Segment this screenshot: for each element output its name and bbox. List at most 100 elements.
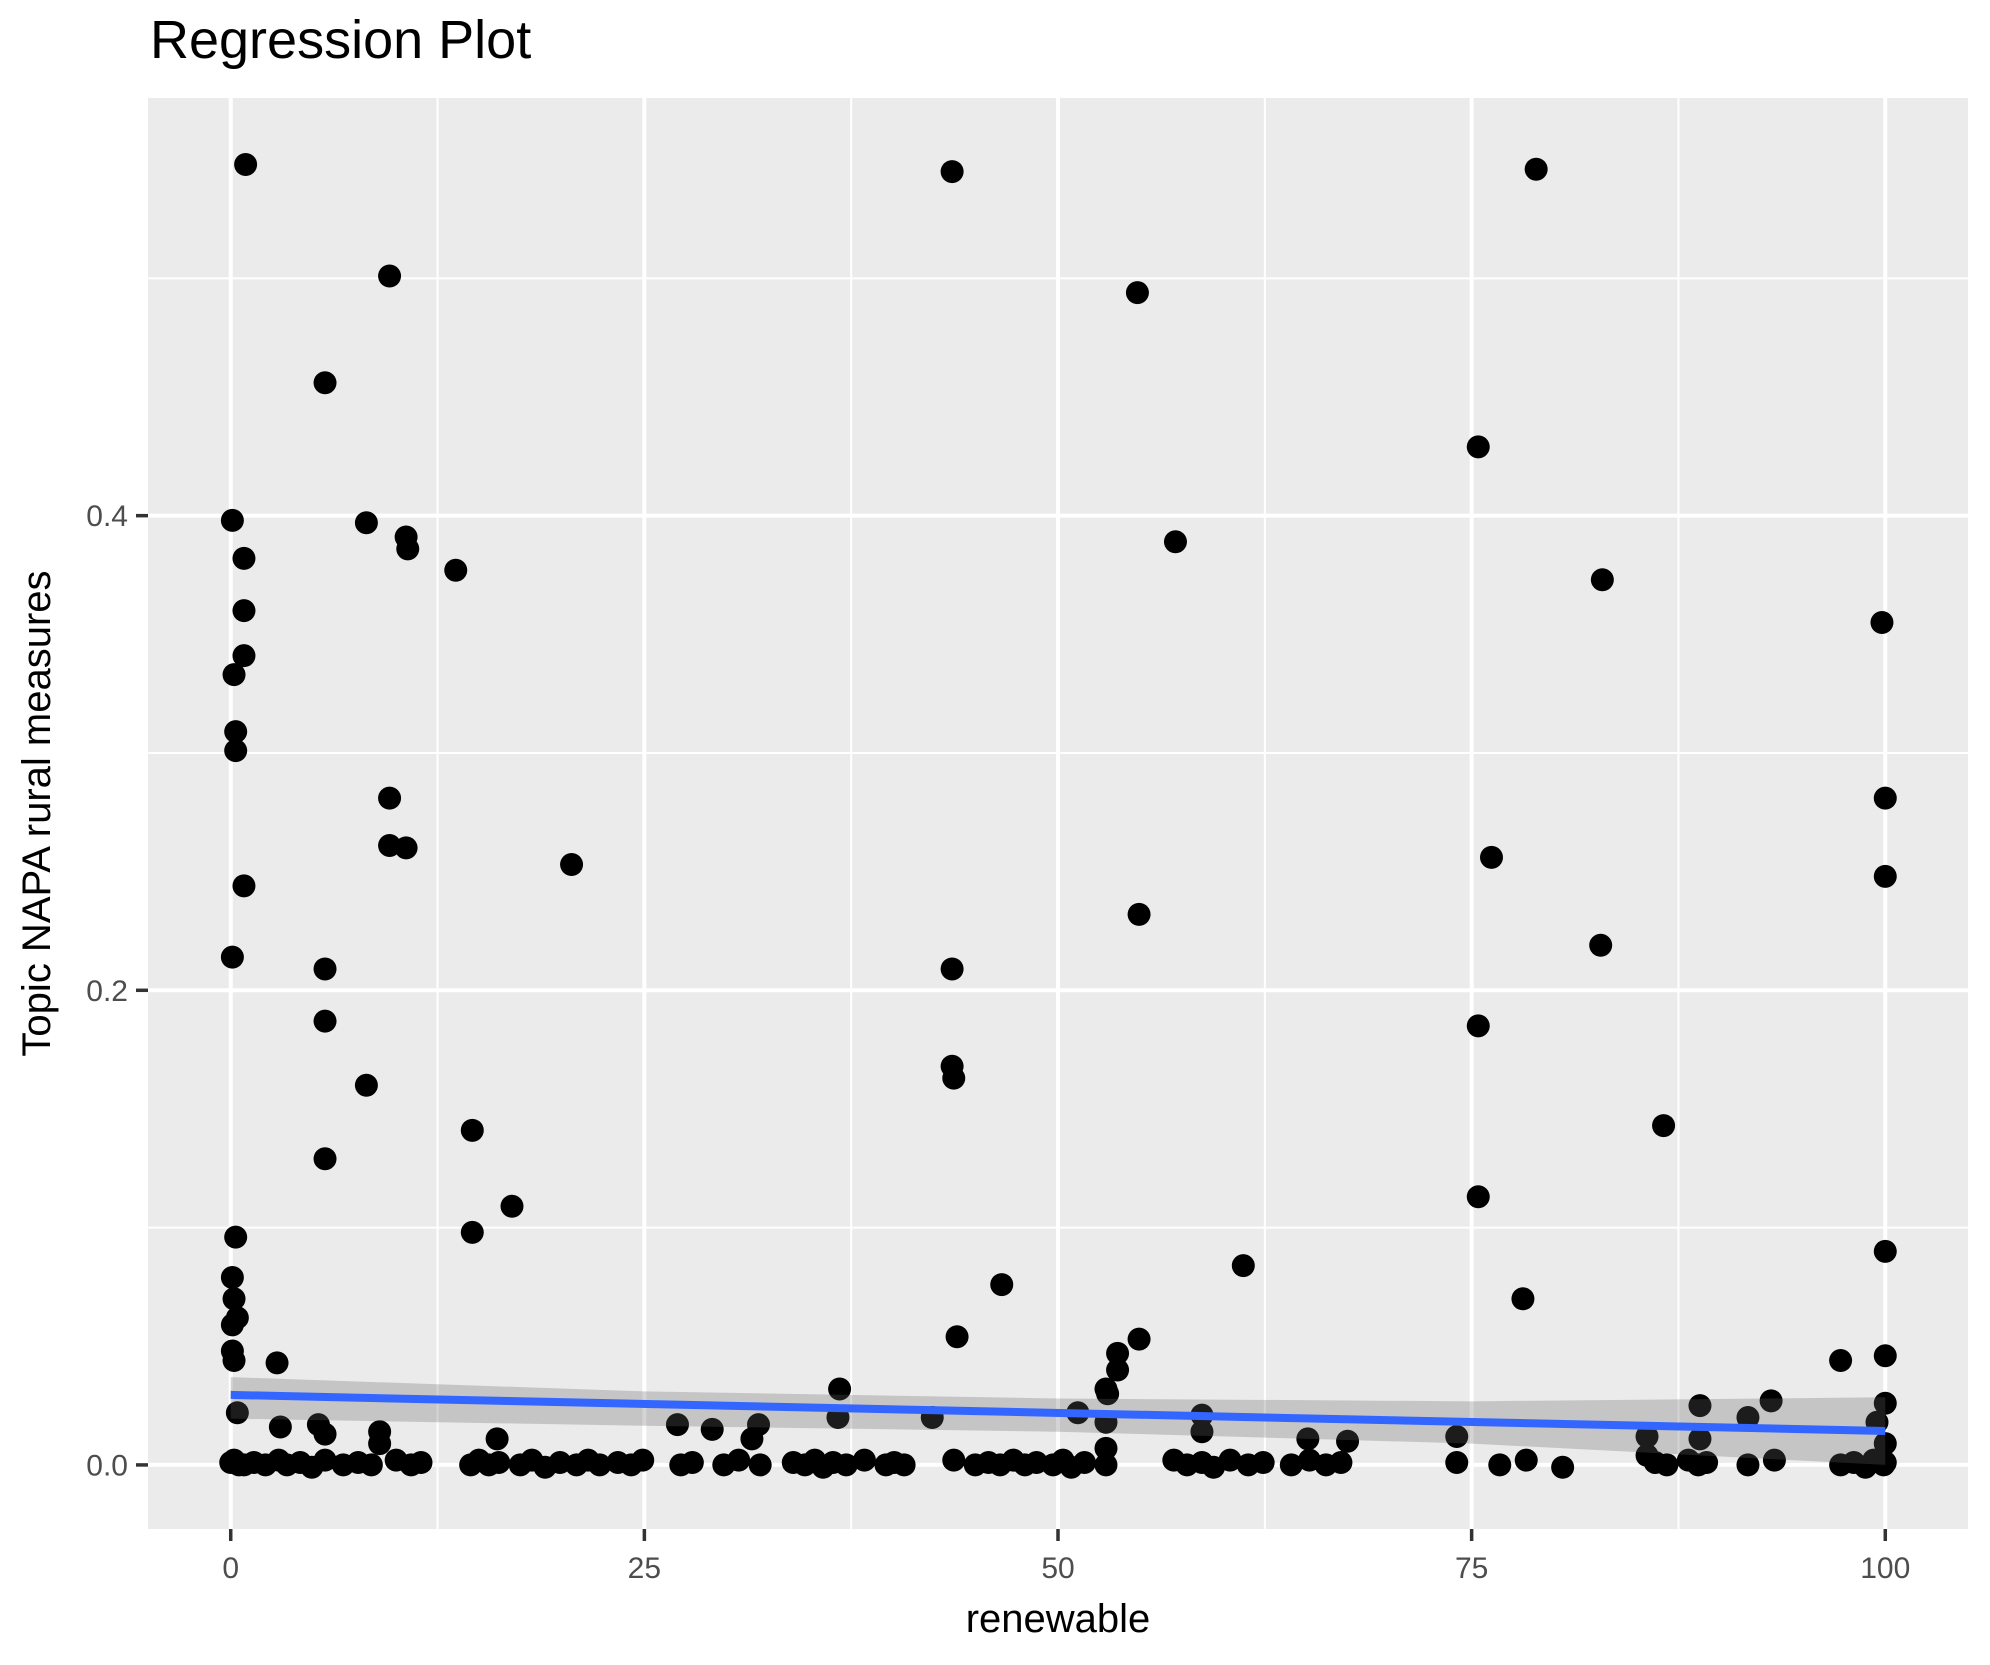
- regression-line: [230, 1390, 1886, 1435]
- scatter-point: [485, 1427, 509, 1451]
- scatter-point: [313, 957, 337, 981]
- scatter-point: [1590, 568, 1614, 592]
- scatter-point: [368, 1432, 392, 1456]
- scatter-point: [232, 644, 256, 668]
- scatter-point: [1336, 1429, 1360, 1453]
- scatter-point: [313, 1009, 337, 1033]
- scatter-point: [940, 160, 964, 184]
- scatter-point: [378, 264, 402, 288]
- scatter-point: [631, 1448, 655, 1472]
- scatter-point: [990, 1273, 1014, 1297]
- scatter-point: [828, 1377, 852, 1401]
- scatter-point: [727, 1448, 751, 1472]
- scatter-point: [1873, 786, 1897, 810]
- scatter-point: [1655, 1453, 1679, 1477]
- x-tick-label: 50: [1041, 1552, 1074, 1585]
- scatter-point: [220, 1313, 244, 1337]
- scatter-point: [1488, 1453, 1512, 1477]
- scatter-point: [1873, 1451, 1897, 1475]
- scatter-point: [1163, 530, 1187, 554]
- scatter-point: [1688, 1427, 1712, 1451]
- scatter-point: [665, 1413, 689, 1437]
- scatter-point: [1106, 1358, 1130, 1382]
- scatter-point: [1688, 1394, 1712, 1418]
- scatter-point: [354, 511, 378, 535]
- scatter-point: [396, 537, 420, 561]
- scatter-point: [942, 1448, 966, 1472]
- scatter-point: [1873, 1344, 1897, 1368]
- scatter-point: [1873, 864, 1897, 888]
- scatter-point: [460, 1118, 484, 1142]
- chart-title: Regression Plot: [150, 10, 531, 70]
- scatter-point: [1466, 435, 1490, 459]
- y-tick-label: 0.2: [86, 975, 128, 1008]
- scatter-point: [1873, 1432, 1897, 1456]
- scatter-point: [1524, 157, 1548, 181]
- scatter-point: [222, 1349, 246, 1373]
- scatter-point: [740, 1427, 764, 1451]
- scatter-point: [220, 1265, 244, 1289]
- scatter-point: [1466, 1014, 1490, 1038]
- scatter-point: [1106, 1341, 1130, 1365]
- scatter-point: [359, 1453, 383, 1477]
- scatter-point: [588, 1453, 612, 1477]
- scatter-point: [1759, 1389, 1783, 1413]
- scatter-point: [313, 371, 337, 395]
- scatter-point: [852, 1448, 876, 1472]
- scatter-point: [409, 1451, 433, 1475]
- scatter-point: [1873, 1391, 1897, 1415]
- scatter-point: [680, 1451, 704, 1475]
- scatter-point: [265, 1351, 289, 1375]
- scatter-point: [444, 558, 468, 582]
- y-tick-label: 0.0: [86, 1449, 128, 1482]
- scatter-point: [460, 1220, 484, 1244]
- scatter-point: [232, 874, 256, 898]
- scatter-point: [1514, 1448, 1538, 1472]
- scatter-point: [1072, 1451, 1096, 1475]
- scatter-point: [1218, 1448, 1242, 1472]
- scatter-point: [378, 786, 402, 810]
- scatter-point: [225, 1401, 249, 1425]
- scatter-point: [224, 1225, 248, 1249]
- scatter-point: [1829, 1349, 1853, 1373]
- scatter-point: [220, 508, 244, 532]
- x-tick-label: 75: [1455, 1552, 1488, 1585]
- scatter-point: [1873, 1239, 1897, 1263]
- x-tick-label: 25: [628, 1552, 661, 1585]
- scatter-point: [1736, 1453, 1760, 1477]
- scatter-point: [1127, 902, 1151, 926]
- scatter-point: [1231, 1254, 1255, 1278]
- scatter-point: [1445, 1451, 1469, 1475]
- scatter-point: [1125, 281, 1149, 305]
- scatter-point: [1736, 1405, 1760, 1429]
- x-tick-label: 0: [222, 1552, 239, 1585]
- scatter-point: [1296, 1427, 1320, 1451]
- scatter-point: [1511, 1287, 1535, 1311]
- y-tick-label: 0.4: [86, 500, 128, 533]
- scatter-point: [1445, 1424, 1469, 1448]
- scatter-point: [1762, 1448, 1786, 1472]
- scatter-point: [232, 599, 256, 623]
- scatter-point: [224, 720, 248, 744]
- scatter-point: [945, 1325, 969, 1349]
- scatter-point: [1870, 610, 1894, 634]
- scatter-point: [940, 957, 964, 981]
- scatter-point: [1094, 1377, 1118, 1401]
- scatter-point: [1329, 1451, 1353, 1475]
- scatter-point: [892, 1453, 916, 1477]
- confidence-band: [230, 1377, 1886, 1465]
- scatter-point: [1479, 845, 1503, 869]
- scatter-point: [1251, 1451, 1275, 1475]
- scatter-point: [394, 836, 418, 860]
- scatter-point: [222, 1287, 246, 1311]
- scatter-point: [1094, 1453, 1118, 1477]
- scatter-point: [313, 1422, 337, 1446]
- scatter-point: [313, 1448, 337, 1472]
- scatter-point: [1279, 1453, 1303, 1477]
- scatter-point: [222, 663, 246, 687]
- scatter-point: [1094, 1436, 1118, 1460]
- scatter-point: [220, 945, 244, 969]
- x-axis-title: renewable: [966, 1597, 1151, 1641]
- scatter-point: [500, 1194, 524, 1218]
